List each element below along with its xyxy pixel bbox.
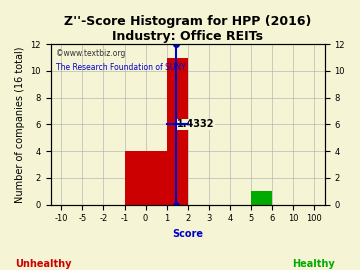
Text: ©www.textbiz.org: ©www.textbiz.org	[56, 49, 126, 58]
Bar	[251, 191, 272, 204]
Bar	[167, 58, 188, 204]
Bar	[125, 151, 167, 204]
Text: Unhealthy: Unhealthy	[15, 259, 71, 269]
Y-axis label: Number of companies (16 total): Number of companies (16 total)	[15, 46, 25, 202]
X-axis label: Score: Score	[172, 229, 203, 239]
Title: Z''-Score Histogram for HPP (2016)
Industry: Office REITs: Z''-Score Histogram for HPP (2016) Indus…	[64, 15, 311, 43]
Text: Healthy: Healthy	[292, 259, 334, 269]
Text: 1.4332: 1.4332	[177, 119, 215, 129]
Text: The Research Foundation of SUNY: The Research Foundation of SUNY	[56, 63, 186, 72]
